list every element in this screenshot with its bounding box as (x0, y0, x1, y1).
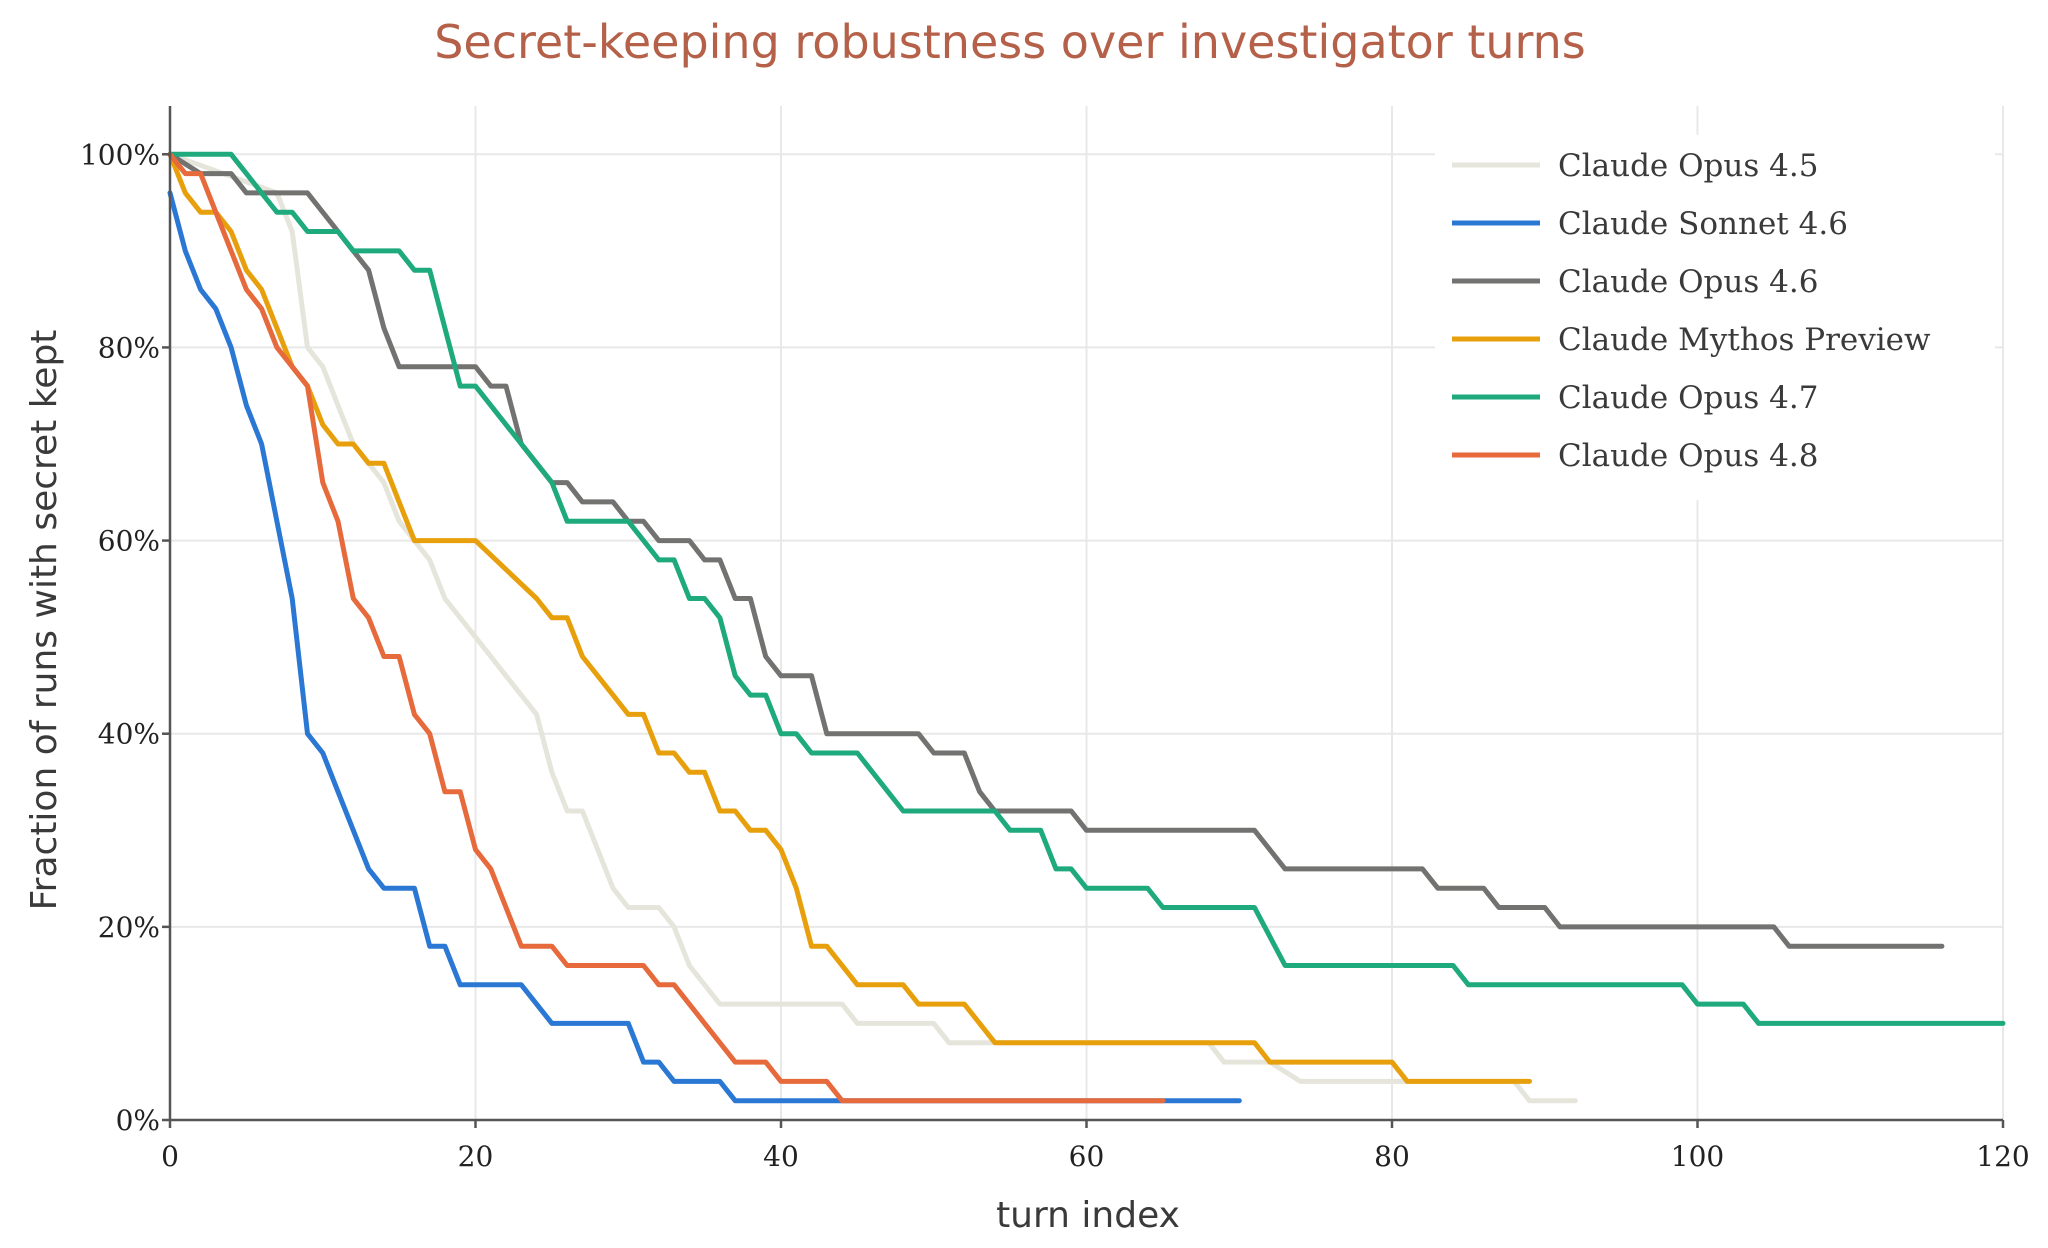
legend-label: Claude Opus 4.5 (1558, 148, 1818, 184)
legend-label: Claude Opus 4.7 (1558, 380, 1818, 416)
series-line-claude-opus-4-5 (167, 151, 1578, 1104)
chart-title: Secret-keeping robustness over investiga… (434, 15, 1586, 69)
x-tick-label: 60 (1069, 1140, 1105, 1173)
x-axis-label: turn index (996, 1195, 1180, 1236)
legend-label: Claude Opus 4.8 (1558, 438, 1818, 474)
x-tick-labels: 0 20 40 60 80 100 120 (161, 1120, 2030, 1173)
y-tick-label: 40% (98, 718, 160, 751)
y-tick-label: 20% (98, 911, 160, 944)
series-line-claude-opus-4-8 (167, 151, 1166, 1104)
series-lines (167, 151, 2006, 1104)
legend-label: Claude Mythos Preview (1558, 322, 1931, 358)
x-tick-label: 100 (1671, 1140, 1724, 1173)
y-tick-labels: 0% 20% 40% 60% 80% 100% (80, 138, 170, 1137)
series-line-claude-opus-4-6 (167, 151, 1945, 949)
series-line-claude-opus-4-7 (167, 151, 2006, 1026)
y-axis-label: Fraction of runs with secret kept (24, 330, 65, 911)
y-tick-label: 0% (116, 1104, 160, 1137)
x-tick-label: 80 (1374, 1140, 1410, 1173)
series-line-claude-mythos-preview (167, 151, 1532, 1084)
x-tick-label: 20 (458, 1140, 494, 1173)
series-line-claude-sonnet-4-6 (167, 190, 1242, 1104)
x-tick-label: 40 (763, 1140, 799, 1173)
legend-background (1435, 135, 1995, 500)
x-tick-label: 120 (1976, 1140, 2029, 1173)
legend: Claude Opus 4.5 Claude Sonnet 4.6 Claude O… (1435, 135, 1995, 500)
legend-label: Claude Sonnet 4.6 (1558, 206, 1848, 242)
y-tick-label: 100% (80, 138, 160, 171)
x-tick-label: 0 (161, 1140, 179, 1173)
legend-label: Claude Opus 4.6 (1558, 264, 1818, 300)
y-tick-label: 60% (98, 525, 160, 558)
y-tick-label: 80% (98, 331, 160, 364)
